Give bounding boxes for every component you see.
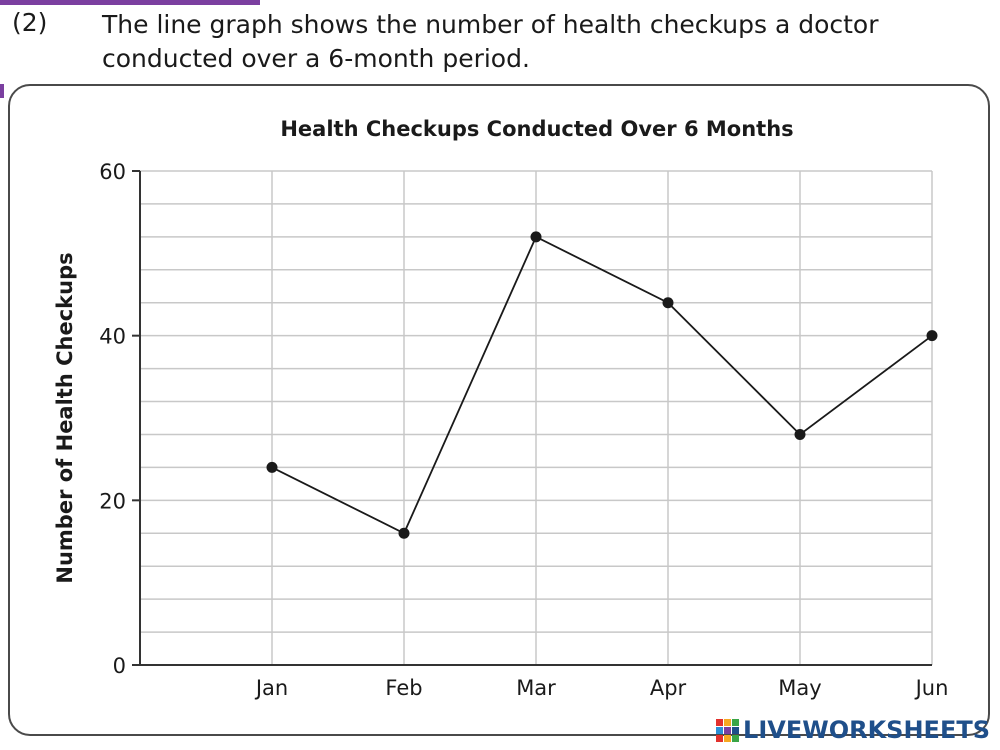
question-number: (2) — [12, 8, 48, 37]
liveworksheets-logo-icon — [716, 718, 740, 742]
chart-panel — [8, 84, 990, 736]
data-point — [794, 428, 806, 440]
data-point — [926, 330, 938, 342]
logo-square — [716, 734, 724, 742]
accent-tick — [0, 84, 4, 98]
logo-square — [724, 734, 732, 742]
x-tick-label: Jun — [914, 676, 949, 700]
x-tick-label: Mar — [516, 676, 556, 700]
logo-square — [732, 726, 740, 734]
y-tick-label: 40 — [99, 325, 126, 349]
grid-layer — [140, 170, 933, 666]
liveworksheets-watermark: LIVEWORKSHEETS — [716, 716, 990, 744]
y-tick-label: 0 — [113, 654, 126, 678]
series-line — [271, 235, 933, 535]
y-axis-label: Number of Health Checkups — [53, 252, 77, 583]
logo-square — [732, 734, 740, 742]
logo-square — [724, 718, 732, 726]
axis-layer: 0 20 40 60 Jan Feb Mar Apr May Jun — [99, 160, 948, 700]
question-text: The line graph shows the number of healt… — [102, 10, 879, 73]
data-point — [398, 527, 410, 539]
logo-square — [732, 718, 740, 726]
logo-square — [724, 726, 732, 734]
x-tick-label: Feb — [385, 676, 422, 700]
data-point — [530, 231, 542, 243]
chart-title: Health Checkups Conducted Over 6 Months — [280, 117, 793, 141]
logo-square — [716, 718, 724, 726]
series-layer — [266, 231, 938, 539]
y-tick-label: 20 — [99, 489, 126, 513]
x-tick-label: Jan — [254, 676, 288, 700]
x-tick-label: May — [778, 676, 821, 700]
logo-square — [716, 726, 724, 734]
y-tick-label: 60 — [99, 160, 126, 184]
x-tick-label: Apr — [650, 676, 687, 700]
data-point — [266, 461, 278, 473]
data-point — [662, 297, 674, 309]
watermark-text: LIVEWORKSHEETS — [743, 716, 990, 744]
accent-bar — [0, 0, 260, 5]
